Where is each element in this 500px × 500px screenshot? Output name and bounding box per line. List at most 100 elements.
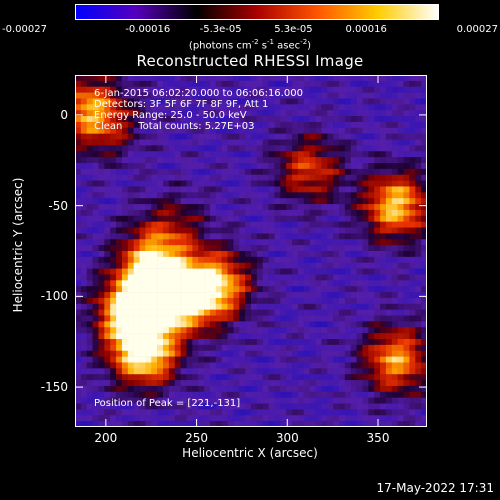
heatmap-cell <box>133 221 140 228</box>
heatmap-cell <box>180 180 187 187</box>
heatmap-cell <box>391 192 398 199</box>
heatmap-cell <box>86 356 93 363</box>
heatmap-cell <box>227 303 234 310</box>
heatmap-cell <box>368 339 375 346</box>
heatmap-cell <box>350 274 357 281</box>
heatmap-cell <box>327 409 334 416</box>
heatmap-cell <box>256 274 264 281</box>
heatmap-cell <box>356 116 363 123</box>
heatmap-cell <box>415 297 422 305</box>
heatmap-cell <box>409 227 416 234</box>
heatmap-cell <box>98 368 105 375</box>
heatmap-cell <box>350 174 357 181</box>
heatmap-cell <box>80 174 88 181</box>
heatmap-cell <box>209 403 217 410</box>
heatmap-cell <box>80 198 88 205</box>
heatmap-cell <box>280 397 287 404</box>
heatmap-cell <box>121 385 129 393</box>
heatmap-cell <box>409 268 416 275</box>
heatmap-cell <box>204 198 211 205</box>
heatmap-cell <box>145 233 152 240</box>
heatmap-cell <box>344 198 352 205</box>
heatmap-cell <box>350 98 357 105</box>
heatmap-cell <box>75 262 82 269</box>
heatmap-cell <box>356 368 363 375</box>
heatmap-cell <box>409 421 416 427</box>
heatmap-cell <box>297 209 305 217</box>
heatmap-cell <box>198 215 205 222</box>
heatmap-cell <box>227 280 234 287</box>
heatmap-cell <box>309 133 316 140</box>
heatmap-cell <box>303 403 310 410</box>
heatmap-cell <box>421 415 427 422</box>
heatmap-cell <box>151 356 158 363</box>
heatmap-cell <box>274 139 281 146</box>
heatmap-cell <box>221 274 228 281</box>
heatmap-cell <box>368 274 375 281</box>
heatmap-cell <box>309 251 316 258</box>
heatmap-cell <box>421 245 427 252</box>
heatmap-cell <box>297 180 305 187</box>
heatmap-cell <box>168 309 176 316</box>
heatmap-cell <box>280 350 287 357</box>
heatmap-cell <box>303 362 310 369</box>
heatmap-cell <box>309 315 316 322</box>
heatmap-cell <box>163 151 170 158</box>
heatmap-cell <box>327 350 334 357</box>
heatmap-cell <box>80 163 88 170</box>
heatmap-cell <box>321 145 328 152</box>
heatmap-cell <box>80 292 88 299</box>
heatmap-cell <box>339 380 346 387</box>
heatmap-cell <box>163 192 170 199</box>
heatmap-cell <box>397 80 404 88</box>
heatmap-cell <box>262 151 269 158</box>
heatmap-cell <box>262 133 269 140</box>
heatmap-cell <box>397 245 404 252</box>
heatmap-cell <box>339 374 346 381</box>
heatmap-cell <box>145 116 152 123</box>
heatmap-cell <box>309 192 316 199</box>
heatmap-cell <box>362 221 369 228</box>
heatmap-cell <box>303 239 310 246</box>
heatmap-cell <box>86 98 93 105</box>
heatmap-cell <box>186 356 193 363</box>
heatmap-cell <box>180 168 187 176</box>
heatmap-cell <box>239 339 246 346</box>
heatmap-cell <box>116 374 123 381</box>
heatmap-cell <box>186 385 193 393</box>
heatmap-cell <box>286 110 293 117</box>
heatmap-cell <box>251 239 258 246</box>
heatmap-cell <box>233 163 240 170</box>
heatmap-cell <box>356 356 363 363</box>
heatmap-cell <box>215 233 222 240</box>
heatmap-cell <box>385 256 393 264</box>
heatmap-cell <box>350 297 357 305</box>
heatmap-cell <box>168 186 176 193</box>
heatmap-cell <box>374 75 381 82</box>
heatmap-cell <box>374 145 381 152</box>
heatmap-cell <box>186 209 193 217</box>
heatmap-cell <box>151 303 158 310</box>
heatmap-cell <box>163 268 170 275</box>
heatmap-cell <box>157 163 164 170</box>
heatmap-cell <box>292 180 299 187</box>
heatmap-cell <box>145 186 152 193</box>
heatmap-cell <box>327 303 334 310</box>
heatmap-cell <box>209 75 217 82</box>
heatmap-cell <box>239 163 246 170</box>
heatmap-cell <box>403 209 410 217</box>
heatmap-cell <box>374 80 381 88</box>
heatmap-cell <box>186 256 193 264</box>
heatmap-cell <box>344 421 352 427</box>
heatmap-cell <box>327 104 334 111</box>
heatmap-cell <box>174 245 181 252</box>
heatmap-cell <box>133 198 140 205</box>
heatmap-cell <box>221 110 228 117</box>
heatmap-cell <box>268 233 275 240</box>
heatmap-cell <box>339 397 346 404</box>
heatmap-cell <box>297 98 305 105</box>
heatmap-cell <box>344 391 352 398</box>
heatmap-cell <box>391 151 398 158</box>
heatmap-cell <box>339 409 346 416</box>
heatmap-cell <box>116 192 123 199</box>
